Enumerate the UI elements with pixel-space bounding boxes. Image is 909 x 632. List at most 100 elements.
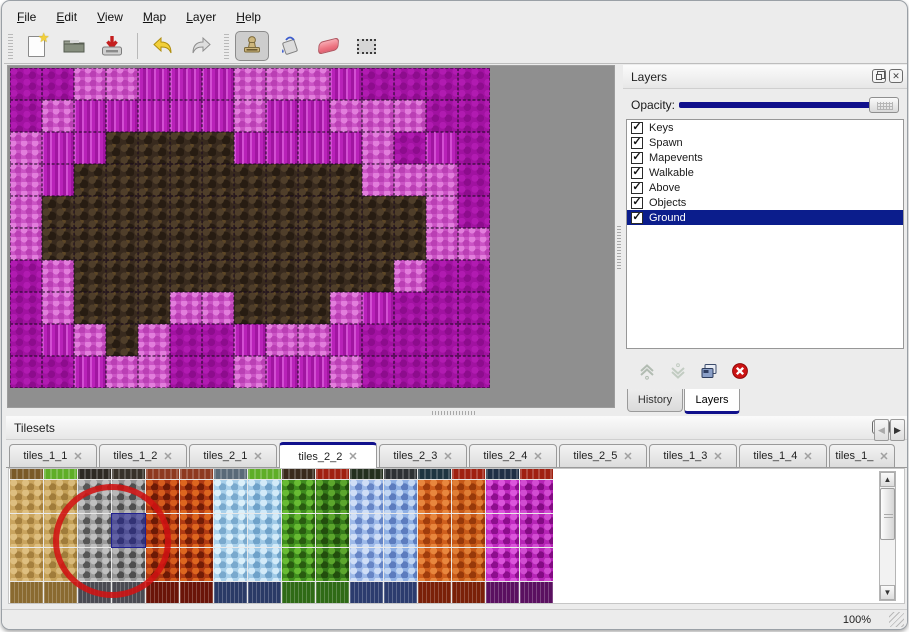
map-tile[interactable] [266, 196, 298, 228]
tileset-tile[interactable] [418, 514, 451, 547]
tileset-tab-tiles_1_4[interactable]: tiles_1_4 ✕ [739, 444, 827, 467]
tileset-tile[interactable] [486, 514, 519, 547]
tileset-tile[interactable] [146, 480, 179, 513]
tileset-tile[interactable] [214, 548, 247, 581]
toolbar-handle[interactable] [224, 33, 229, 59]
map-tile[interactable] [202, 228, 234, 260]
tileset-tile[interactable] [520, 469, 553, 479]
new-file-button[interactable] [19, 30, 53, 61]
tileset-tile[interactable] [350, 469, 383, 479]
map-tile[interactable] [394, 260, 426, 292]
map-tile[interactable] [266, 356, 298, 388]
map-tile[interactable] [458, 356, 490, 388]
map-tile[interactable] [10, 292, 42, 324]
tileset-tile[interactable] [282, 548, 315, 581]
open-file-button[interactable] [57, 31, 91, 61]
map-tile[interactable] [330, 292, 362, 324]
map-tile[interactable] [426, 228, 458, 260]
layer-row-keys[interactable]: ✓ Keys [627, 120, 903, 135]
tab-close-icon[interactable]: ✕ [73, 450, 83, 463]
map-tile[interactable] [394, 164, 426, 196]
tileset-view[interactable]: ▲ ▼ [8, 468, 905, 604]
lower-layer-icon[interactable] [669, 362, 687, 380]
tileset-tile[interactable] [44, 480, 77, 513]
toolbar-handle[interactable] [8, 33, 13, 59]
map-tile[interactable] [74, 356, 106, 388]
map-tile[interactable] [10, 164, 42, 196]
map-tile[interactable] [362, 292, 394, 324]
map-tile[interactable] [298, 260, 330, 292]
map-tile[interactable] [298, 324, 330, 356]
tab-close-icon[interactable]: ✕ [443, 450, 453, 463]
map-tile[interactable] [426, 324, 458, 356]
map-grid[interactable] [10, 68, 490, 388]
tab-close-icon[interactable]: ✕ [713, 450, 723, 463]
map-tile[interactable] [138, 292, 170, 324]
tileset-tile[interactable] [282, 480, 315, 513]
map-tile[interactable] [458, 100, 490, 132]
tileset-tile[interactable] [214, 514, 247, 547]
tileset-tile[interactable] [44, 514, 77, 547]
tileset-tile[interactable] [486, 480, 519, 513]
map-tile[interactable] [42, 324, 74, 356]
map-tile[interactable] [10, 324, 42, 356]
map-tile[interactable] [298, 228, 330, 260]
tab-close-icon[interactable]: ✕ [253, 450, 263, 463]
map-tile[interactable] [426, 100, 458, 132]
tileset-tile[interactable] [78, 469, 111, 479]
map-tile[interactable] [330, 132, 362, 164]
tileset-tile[interactable] [112, 582, 145, 603]
map-tile[interactable] [394, 68, 426, 100]
tileset-tile[interactable] [78, 480, 111, 513]
layer-visibility-checkbox[interactable]: ✓ [631, 181, 643, 194]
undo-button[interactable] [146, 31, 180, 61]
tileset-tile[interactable] [486, 469, 519, 479]
map-tile[interactable] [138, 356, 170, 388]
map-tile[interactable] [394, 132, 426, 164]
map-tile[interactable] [394, 324, 426, 356]
layer-visibility-checkbox[interactable]: ✓ [631, 166, 643, 179]
tileset-tile[interactable] [248, 480, 281, 513]
tileset-tile[interactable] [248, 514, 281, 547]
map-tile[interactable] [362, 356, 394, 388]
tileset-tile[interactable] [248, 548, 281, 581]
map-tile[interactable] [426, 164, 458, 196]
menu-item-edit[interactable]: Edit [56, 10, 78, 24]
map-tile[interactable] [10, 68, 42, 100]
map-tile[interactable] [266, 324, 298, 356]
map-tile[interactable] [106, 132, 138, 164]
map-tile[interactable] [458, 68, 490, 100]
map-tile[interactable] [362, 100, 394, 132]
tileset-tile[interactable] [146, 548, 179, 581]
map-tile[interactable] [138, 196, 170, 228]
map-tile[interactable] [74, 68, 106, 100]
map-tile[interactable] [202, 164, 234, 196]
tileset-tile[interactable] [112, 548, 145, 581]
tileset-grid[interactable] [10, 469, 553, 603]
tileset-tile[interactable] [112, 469, 145, 479]
map-tile[interactable] [74, 196, 106, 228]
tileset-tab-tiles_2_4[interactable]: tiles_2_4 ✕ [469, 444, 557, 467]
tab-history[interactable]: History [627, 389, 683, 412]
tab-layers[interactable]: Layers [684, 389, 740, 414]
tileset-tile[interactable] [44, 469, 77, 479]
tileset-tab-tiles_1_3[interactable]: tiles_1_3 ✕ [649, 444, 737, 467]
map-tile[interactable] [42, 132, 74, 164]
tileset-tile[interactable] [10, 480, 43, 513]
map-tile[interactable] [106, 260, 138, 292]
raise-layer-icon[interactable] [638, 363, 656, 380]
map-tile[interactable] [138, 164, 170, 196]
map-tile[interactable] [42, 292, 74, 324]
tileset-tile[interactable] [520, 480, 553, 513]
map-tile[interactable] [106, 324, 138, 356]
map-tile[interactable] [170, 356, 202, 388]
map-tile[interactable] [106, 100, 138, 132]
map-tile[interactable] [74, 260, 106, 292]
tileset-tile[interactable] [282, 582, 315, 603]
map-tile[interactable] [42, 260, 74, 292]
tileset-tile[interactable] [486, 548, 519, 581]
map-tile[interactable] [330, 324, 362, 356]
tileset-tile[interactable] [316, 548, 349, 581]
tileset-tile[interactable] [180, 548, 213, 581]
duplicate-layer-icon[interactable] [700, 363, 718, 380]
